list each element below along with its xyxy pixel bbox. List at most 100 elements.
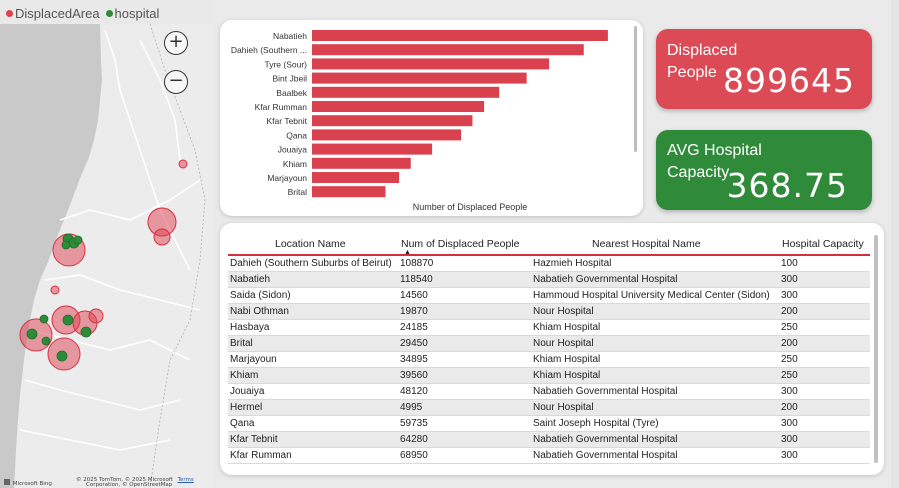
chart-scrollbar[interactable] [634, 26, 637, 152]
sort-ascending-icon[interactable]: ▲ [404, 249, 411, 256]
page-scrollbar[interactable] [891, 0, 899, 488]
cell-hospital-capacity: 300 [779, 287, 870, 304]
map-svg [0, 24, 214, 488]
cell-location-name: Hermel [228, 399, 398, 416]
avg-hospital-capacity-card: AVG Hospital Capacity 368.75 [656, 130, 872, 210]
cell-hospital-capacity: 200 [779, 399, 870, 416]
bar-category-label: Dahieh (Southern ... [231, 45, 307, 55]
bar[interactable] [312, 58, 550, 70]
legend-item-hospital[interactable]: hospital [105, 6, 159, 21]
table-row[interactable]: Nabatieh 118540 Nabatieh Governmental Hosp… [228, 271, 870, 288]
map-legend: DisplacedArea hospital [6, 6, 161, 21]
cell-hospital-capacity: 300 [779, 415, 870, 432]
bar[interactable] [312, 72, 527, 84]
cell-location-name: Kfar Tebnit [228, 431, 398, 448]
cell-hospital-capacity: 200 [779, 303, 870, 320]
bar[interactable] [312, 86, 500, 98]
x-axis-label: Number of Displaced People [413, 202, 528, 212]
table-row[interactable]: Kfar Rumman 68950 Nabatieh Governmental Ho… [228, 447, 870, 464]
cell-location-name: Kfar Rumman [228, 447, 398, 464]
bar[interactable] [312, 157, 411, 169]
avg-hospital-label-1: AVG Hospital [667, 142, 762, 159]
bar[interactable] [312, 44, 584, 56]
hospital-dot [61, 240, 71, 250]
displaced-bubble [153, 228, 171, 246]
displaced-bar-chart-card[interactable]: Nabatieh Dahieh (Southern ... Tyre (Sour) B… [220, 20, 643, 216]
table-body: Dahieh (Southern Suburbs of Beirut) 10887… [228, 255, 870, 464]
cell-location-name: Qana [228, 415, 398, 432]
bar[interactable] [312, 30, 608, 41]
col-header-location-name[interactable]: Location Name [228, 231, 398, 256]
bar[interactable] [312, 129, 462, 141]
zoom-in-button[interactable]: + [164, 31, 188, 55]
legend-item-displaced-area[interactable]: DisplacedArea [6, 6, 100, 21]
col-header-hospital-capacity[interactable]: Hospital Capacity [779, 231, 870, 256]
cell-hospital-capacity: 200 [779, 335, 870, 352]
cell-num-displaced: 4995 [398, 399, 531, 416]
cell-location-name: Saida (Sidon) [228, 287, 398, 304]
bar-category-label: Khiam [283, 159, 307, 169]
displaced-bubble [178, 159, 188, 169]
table-row[interactable]: Hermel 4995 Nour Hospital 200 [228, 399, 870, 416]
cell-hospital-capacity: 300 [779, 383, 870, 400]
bar[interactable] [312, 186, 386, 198]
cell-location-name: Jouaiya [228, 383, 398, 400]
map-credit-line1: © 2025 TomTom, © 2025 Microsoft Terms [76, 477, 194, 483]
bar[interactable] [312, 101, 485, 112]
table-row[interactable]: Khiam 39560 Khiam Hospital 250 [228, 367, 870, 384]
bar[interactable] [312, 143, 433, 155]
displaced-people-value: 899645 [723, 61, 855, 100]
table-row[interactable]: Nabi Othman 19870 Nour Hospital 200 [228, 303, 870, 320]
map-terms-link[interactable]: Terms [177, 477, 194, 483]
cell-hospital-name: Nour Hospital [531, 335, 779, 352]
zoom-out-button[interactable]: − [164, 70, 188, 94]
legend-label-displaced-area: DisplacedArea [15, 6, 100, 21]
table-row[interactable]: Saida (Sidon) 14560 Hammoud Hospital Unive… [228, 287, 870, 304]
bar-category-label: Qana [286, 130, 307, 140]
cell-num-displaced: 14560 [398, 287, 531, 304]
bar-category-label: Bint Jbeil [273, 74, 308, 84]
cell-num-displaced: 29450 [398, 335, 531, 352]
hospital-table-card[interactable]: Location Name Num of Displaced People Ne… [220, 223, 884, 475]
cell-num-displaced: 64280 [398, 431, 531, 448]
map-canvas[interactable] [0, 24, 214, 488]
cell-hospital-name: Khiam Hospital [531, 319, 779, 336]
cell-location-name: Nabi Othman [228, 303, 398, 320]
cell-hospital-capacity: 300 [779, 447, 870, 464]
map-visual[interactable]: DisplacedArea hospital [0, 0, 214, 488]
cell-hospital-capacity: 250 [779, 319, 870, 336]
bar-category-label: Kfar Rumman [255, 102, 308, 112]
cell-hospital-name: Nabatieh Governmental Hospital [531, 447, 779, 464]
displaced-bubble [88, 308, 104, 324]
table-row[interactable]: Kfar Tebnit 64280 Nabatieh Governmental Ho… [228, 431, 870, 448]
table-row[interactable]: Hasbaya 24185 Khiam Hospital 250 [228, 319, 870, 336]
table-scrollbar[interactable] [874, 235, 878, 463]
cell-hospital-capacity: 100 [779, 255, 870, 272]
hospital-dot [80, 326, 92, 338]
cell-hospital-name: Khiam Hospital [531, 351, 779, 368]
bar[interactable] [312, 115, 473, 127]
bing-logo-label: Microsoft Bing [12, 481, 52, 487]
hospital-dot [26, 328, 38, 340]
cell-location-name: Nabatieh [228, 271, 398, 288]
cell-num-displaced: 19870 [398, 303, 531, 320]
bar-category-label: Brital [288, 187, 307, 197]
cell-location-name: Marjayoun [228, 351, 398, 368]
displaced-people-label-1: Displaced [667, 42, 738, 59]
table-row[interactable]: Brital 29450 Nour Hospital 200 [228, 335, 870, 352]
land-area [14, 24, 214, 488]
cell-hospital-capacity: 250 [779, 367, 870, 384]
cell-hospital-name: Nabatieh Governmental Hospital [531, 271, 779, 288]
col-header-num-displaced[interactable]: Num of Displaced People [398, 231, 531, 256]
cell-num-displaced: 24185 [398, 319, 531, 336]
cell-num-displaced: 59735 [398, 415, 531, 432]
bar[interactable] [312, 172, 400, 183]
cell-hospital-capacity: 300 [779, 431, 870, 448]
table-row[interactable]: Dahieh (Southern Suburbs of Beirut) 10887… [228, 255, 870, 272]
table-row[interactable]: Marjayoun 34895 Khiam Hospital 250 [228, 351, 870, 368]
table-row[interactable]: Qana 59735 Saint Joseph Hospital (Tyre) 300 [228, 415, 870, 432]
displaced-area-dot-icon [6, 10, 13, 17]
avg-hospital-value: 368.75 [726, 166, 848, 205]
col-header-nearest-hospital[interactable]: Nearest Hospital Name [531, 231, 779, 256]
table-row[interactable]: Jouaiya 48120 Nabatieh Governmental Hospit… [228, 383, 870, 400]
